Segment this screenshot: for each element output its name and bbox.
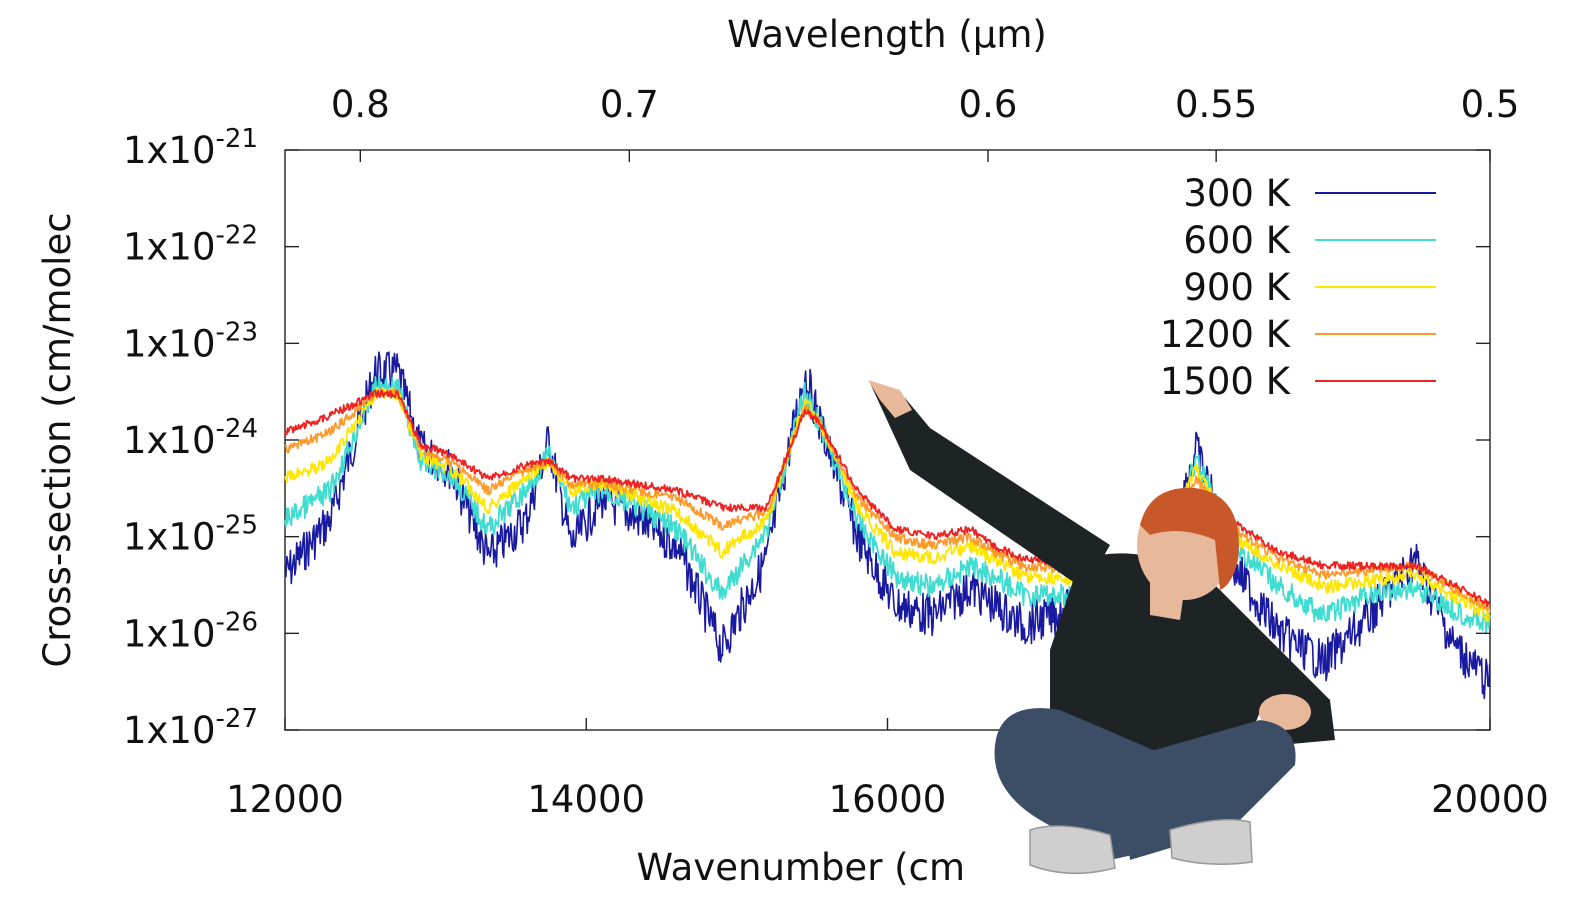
person-torso — [1050, 553, 1335, 760]
y-tick-base: 1x10 — [123, 419, 216, 462]
x-tick-label: 16000 — [829, 778, 947, 821]
person-shoe-left — [1029, 825, 1116, 875]
series-layer — [284, 351, 1491, 700]
legend-label: 1500 K — [1160, 360, 1292, 403]
y-tick-base: 1x10 — [123, 226, 216, 269]
series-line-600k — [284, 375, 1491, 634]
person-shoe-right — [1169, 819, 1253, 865]
x-tick-label: 20000 — [1431, 778, 1549, 821]
y-tick-base: 1x10 — [123, 709, 216, 752]
y-tick-exponent: -25 — [216, 511, 258, 541]
series-line-1500k — [284, 389, 1491, 607]
legend-label: 1200 K — [1160, 313, 1292, 356]
y-tick-base: 1x10 — [123, 516, 216, 559]
y-tick-label: 1x10-26 — [123, 607, 258, 655]
series-line-900k — [284, 386, 1491, 623]
legend-label: 600 K — [1183, 219, 1291, 262]
person-hair — [1140, 487, 1239, 590]
y-tick-exponent: -27 — [216, 704, 258, 734]
series-line-1200k — [284, 388, 1491, 613]
y-tick-exponent: -23 — [216, 317, 258, 347]
y-axis-title: Cross-section (cm/molec — [36, 212, 79, 667]
x2-tick-label: 0.5 — [1461, 83, 1520, 126]
y-tick-label: 1x10-22 — [123, 221, 258, 269]
legend-label: 300 K — [1183, 172, 1291, 215]
series-line-300k — [284, 351, 1491, 700]
pointing-person-illustration — [868, 380, 1335, 875]
y-tick-label: 1x10-27 — [123, 704, 258, 752]
person-knee-hand — [1259, 694, 1311, 730]
x2-tick-label: 0.6 — [959, 83, 1018, 126]
x-axis-title: Wavenumber (cm — [636, 846, 965, 889]
y-tick-label: 1x10-23 — [123, 317, 258, 365]
x2-tick-label: 0.8 — [331, 83, 390, 126]
y-tick-exponent: -26 — [216, 607, 258, 637]
y-tick-exponent: -21 — [216, 124, 258, 154]
y-tick-label: 1x10-24 — [123, 414, 258, 462]
y-tick-base: 1x10 — [123, 612, 216, 655]
person-hand — [868, 380, 912, 418]
y-tick-label: 1x10-25 — [123, 511, 258, 559]
person-arm — [870, 383, 1110, 590]
x2-tick-label: 0.55 — [1175, 83, 1257, 126]
y-tick-base: 1x10 — [123, 129, 216, 172]
y-tick-exponent: -24 — [216, 414, 258, 444]
y-tick-label: 1x10-21 — [123, 124, 258, 172]
legend-label: 900 K — [1183, 266, 1291, 309]
y-tick-base: 1x10 — [123, 322, 216, 365]
y-tick-exponent: -22 — [216, 221, 258, 251]
tick-labels: 12000 14000 16000 20000 0.8 0.7 0.6 0.55 0.5 1x10… — [123, 83, 1549, 821]
x-tick-label: 12000 — [226, 778, 344, 821]
x2-tick-label: 0.7 — [600, 83, 659, 126]
person-legs-right — [1120, 720, 1296, 860]
x2-axis-title: Wavelength (µm) — [727, 13, 1047, 56]
x-tick-label: 14000 — [527, 778, 645, 821]
